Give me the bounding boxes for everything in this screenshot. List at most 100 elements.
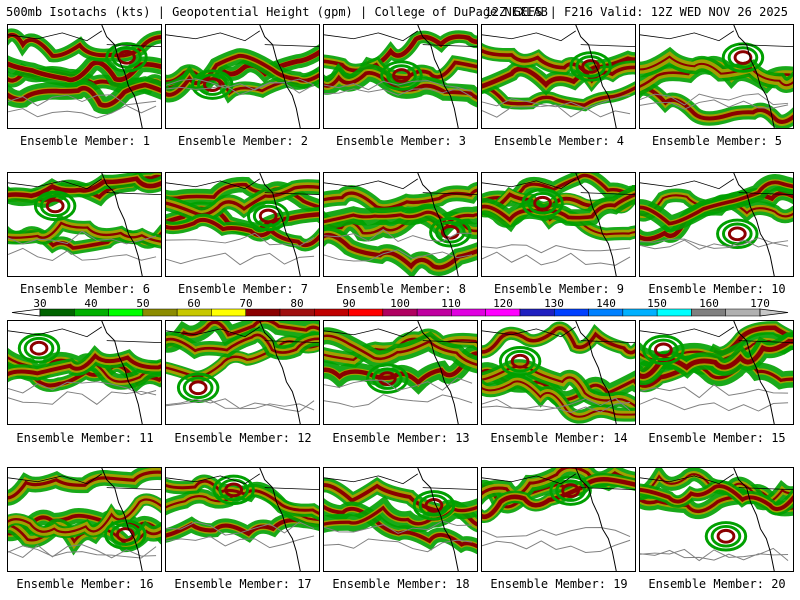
closed-low	[191, 69, 234, 100]
member-number: 3	[458, 134, 467, 148]
member-number: 11	[139, 431, 154, 445]
height-contour	[166, 399, 315, 413]
height-contour	[640, 547, 789, 562]
jet-band	[8, 28, 161, 63]
colorbar-swatch	[519, 308, 555, 317]
height-contour	[324, 520, 473, 534]
height-contour	[482, 527, 631, 538]
ensemble-member-label: Ensemble Member: 16	[5, 577, 165, 591]
height-contour	[8, 544, 157, 559]
ensemble-map-6	[7, 172, 162, 277]
ensemble-map-9	[481, 172, 636, 277]
colorbar-swatch	[176, 308, 212, 317]
alaska-coast	[166, 30, 260, 42]
member-prefix: Ensemble Member:	[177, 282, 301, 296]
colorbar-tick-label: 140	[596, 297, 616, 310]
border-line	[738, 340, 793, 343]
coastline	[733, 468, 775, 571]
alaska-coast	[324, 178, 418, 190]
colorbar-swatch	[416, 308, 452, 317]
map-drawing	[482, 468, 635, 571]
closed-low	[721, 42, 765, 73]
jet-band	[324, 182, 477, 217]
border-line	[422, 340, 477, 343]
jet-band	[640, 479, 793, 516]
colorbar-swatch	[656, 308, 692, 317]
height-contour	[166, 252, 315, 266]
jet-band	[8, 76, 161, 115]
ensemble-map-11	[7, 320, 162, 425]
closed-low	[17, 333, 61, 364]
alaska-coast	[640, 178, 734, 190]
ensemble-member-label: Ensemble Member: 10	[637, 282, 797, 296]
border-line	[106, 44, 161, 47]
height-contour	[482, 104, 631, 118]
jet-band	[8, 345, 161, 383]
member-number: 10	[771, 282, 786, 296]
closed-low	[498, 346, 542, 377]
ensemble-map-14	[481, 320, 636, 425]
closed-low	[104, 519, 147, 550]
map-drawing	[640, 321, 793, 424]
coastline	[575, 468, 617, 571]
coastline	[101, 173, 143, 276]
member-prefix: Ensemble Member:	[490, 577, 614, 591]
closed-low	[246, 200, 290, 232]
ensemble-map-3	[323, 24, 478, 129]
jet-band	[482, 185, 635, 233]
coastline	[417, 321, 459, 424]
jet-band	[482, 472, 635, 523]
ensemble-member-label: Ensemble Member: 11	[5, 431, 165, 445]
height-contour	[640, 99, 789, 110]
colorbar-tick-label: 50	[136, 297, 150, 310]
colorbar-swatch	[485, 308, 521, 317]
border-line	[580, 44, 635, 47]
jet-band	[8, 214, 161, 249]
height-contour	[482, 539, 631, 553]
height-contour	[8, 230, 157, 245]
colorbar-tick-label: 90	[342, 297, 356, 310]
colorbar-swatch	[725, 308, 761, 317]
height-contour	[324, 80, 473, 92]
alaska-coast	[166, 178, 260, 190]
coastline	[259, 25, 301, 128]
map-drawing	[8, 468, 161, 571]
member-prefix: Ensemble Member:	[19, 134, 143, 148]
colorbar-left-arrow	[11, 308, 41, 317]
map-drawing	[8, 321, 161, 424]
member-prefix: Ensemble Member:	[648, 282, 772, 296]
alaska-coast	[324, 473, 418, 485]
member-number: 15	[771, 431, 786, 445]
closed-low	[105, 42, 148, 73]
member-prefix: Ensemble Member:	[19, 282, 143, 296]
border-line	[738, 192, 793, 195]
alaska-coast	[482, 473, 576, 485]
jet-band	[324, 327, 477, 374]
map-drawing	[8, 25, 161, 128]
alaska-coast	[166, 326, 260, 338]
ensemble-member-label: Ensemble Member: 20	[637, 577, 797, 591]
colorbar-tick-label: 30	[33, 297, 47, 310]
colorbar-swatch	[314, 308, 349, 317]
jet-band	[8, 493, 161, 539]
ensemble-member-label: Ensemble Member: 3	[321, 134, 481, 148]
colorbar-right-arrow	[759, 308, 789, 317]
isotach-colorbar	[0, 296, 800, 322]
member-number: 14	[613, 431, 628, 445]
coastline	[101, 25, 143, 128]
ensemble-member-label: Ensemble Member: 13	[321, 431, 481, 445]
border-line	[106, 340, 161, 343]
coastline	[259, 321, 301, 424]
jet-band	[166, 213, 319, 252]
height-contour	[640, 549, 789, 561]
colorbar-swatch	[108, 308, 144, 317]
border-line	[264, 340, 319, 343]
ensemble-map-8	[323, 172, 478, 277]
ensemble-map-15	[639, 320, 794, 425]
ensemble-member-label: Ensemble Member: 17	[163, 577, 323, 591]
closed-low	[412, 490, 456, 521]
coastline	[733, 25, 775, 128]
colorbar-tick-label: 70	[239, 297, 253, 310]
ensemble-member-label: Ensemble Member: 1	[5, 134, 165, 148]
ensemble-map-20	[639, 467, 794, 572]
